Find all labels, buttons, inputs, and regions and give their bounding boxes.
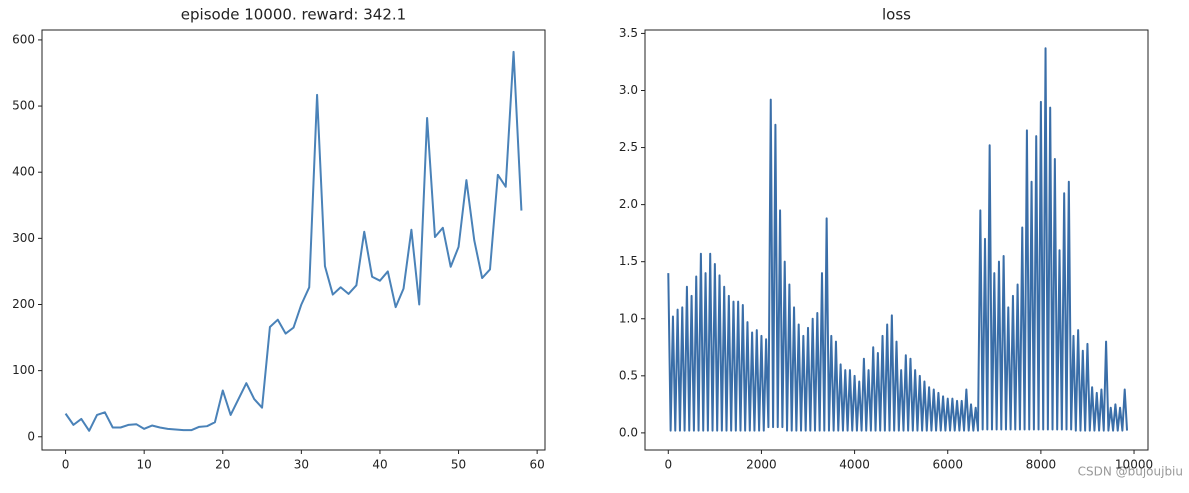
y-tick-label: 0.5 [619,368,638,382]
y-tick-label: 100 [12,363,35,377]
x-tick-label: 4000 [839,458,870,472]
y-tick-label: 600 [12,32,35,46]
chart-title: loss [882,6,911,24]
y-tick-label: 300 [12,231,35,245]
x-tick-label: 10 [137,458,152,472]
x-tick-label: 30 [294,458,309,472]
y-tick-label: 2.0 [619,197,638,211]
y-tick-label: 400 [12,165,35,179]
axes-frame [41,29,546,451]
watermark: CSDN @bujoujbiu [1078,465,1183,479]
x-tick-label: 0 [664,458,672,472]
x-tick-label: 50 [451,458,466,472]
x-tick-label: 40 [372,458,387,472]
x-tick-label: 10000 [1115,458,1153,472]
y-tick-label: 3.5 [619,26,638,40]
y-tick-label: 1.5 [619,254,638,268]
y-tick-label: 3.0 [619,83,638,97]
y-tick-label: 0 [27,429,35,443]
y-tick-label: 2.5 [619,140,638,154]
x-tick-label: 6000 [932,458,963,472]
x-tick-label: 20 [215,458,230,472]
y-tick-label: 1.0 [619,311,638,325]
y-tick-label: 200 [12,297,35,311]
x-tick-label: 60 [530,458,545,472]
x-tick-label: 8000 [1026,458,1057,472]
data-line [64,50,523,432]
x-tick-label: 0 [62,458,70,472]
chart-title: episode 10000. reward: 342.1 [181,6,406,24]
axes-frame [644,29,1149,451]
y-tick-label: 500 [12,99,35,113]
data-line [667,47,1129,432]
x-tick-label: 2000 [746,458,777,472]
y-tick-label: 0.0 [619,425,638,439]
